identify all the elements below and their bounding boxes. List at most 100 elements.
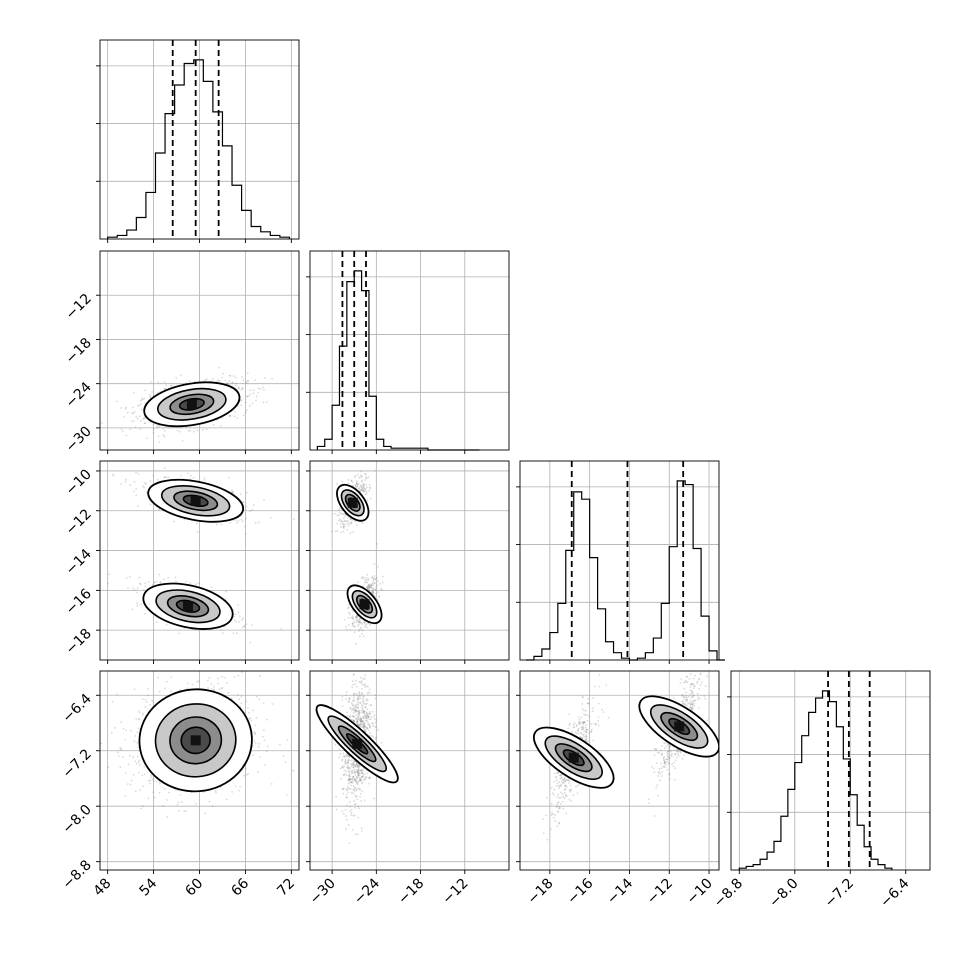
scatter-point [355, 764, 358, 767]
scatter-point [353, 789, 355, 791]
scatter-point [366, 486, 368, 489]
scatter-point [213, 688, 216, 691]
scatter-point [247, 773, 249, 775]
scatter-point [362, 725, 365, 728]
scatter-point [163, 381, 166, 383]
scatter-point [132, 773, 135, 776]
scatter-point [366, 499, 369, 501]
scatter-point [357, 623, 360, 626]
scatter-point [334, 743, 337, 746]
scatter-point [356, 764, 359, 767]
scatter-point [558, 807, 561, 810]
scatter-point [350, 521, 353, 523]
scatter-point [338, 509, 341, 512]
scatter-point [125, 729, 128, 732]
scatter-point [138, 789, 141, 791]
scatter-point [591, 707, 594, 710]
scatter-point [366, 727, 369, 730]
scatter-point [225, 798, 228, 801]
scatter-point [222, 372, 224, 375]
scatter-point [186, 472, 189, 475]
scatter-point [343, 618, 346, 621]
scatter-point [364, 706, 367, 709]
scatter-point [366, 586, 368, 588]
scatter-point [352, 618, 355, 621]
scatter-point [371, 587, 374, 590]
scatter-point [131, 412, 134, 415]
scatter-point [240, 388, 243, 391]
scatter-point [353, 704, 356, 707]
scatter-point [348, 767, 351, 770]
scatter-point [197, 582, 200, 585]
scatter-point [374, 737, 377, 740]
scatter-point [348, 611, 351, 614]
scatter-point [150, 776, 152, 779]
scatter-point [356, 485, 359, 488]
scatter-point [594, 685, 596, 688]
scatter-point [220, 628, 223, 631]
scatter-point [363, 727, 365, 730]
scatter-point [264, 764, 266, 766]
scatter-point [365, 717, 368, 720]
scatter-point [362, 775, 365, 778]
scatter-point [360, 680, 363, 682]
scatter-point [361, 720, 364, 723]
scatter-point [359, 618, 361, 620]
scatter-point [220, 523, 223, 526]
scatter-point [357, 710, 360, 713]
scatter-point [577, 721, 580, 724]
scatter-point [366, 585, 369, 588]
scatter-point [124, 408, 127, 410]
scatter-point [333, 512, 336, 515]
scatter-point [144, 698, 147, 701]
scatter-point [352, 531, 355, 533]
scatter-point [354, 483, 357, 486]
scatter-point [358, 772, 361, 775]
scatter-point [367, 716, 370, 719]
scatter-point [168, 791, 170, 794]
scatter-point [362, 700, 364, 703]
scatter-point [143, 389, 146, 392]
scatter-point [369, 718, 372, 721]
scatter-point [585, 735, 588, 738]
scatter-point [362, 712, 365, 714]
scatter-point [241, 376, 243, 378]
scatter-point [164, 476, 166, 478]
scatter-point [361, 781, 364, 784]
scatter-point [363, 621, 366, 624]
scatter-point [141, 774, 144, 777]
scatter-point [255, 716, 258, 719]
scatter-point [364, 472, 367, 475]
scatter-point [137, 710, 140, 713]
scatter-point [201, 428, 204, 431]
scatter-point [558, 796, 561, 799]
scatter-point [351, 622, 354, 624]
scatter-point [357, 775, 360, 777]
scatter-point [555, 784, 558, 787]
scatter-point [271, 377, 273, 380]
scatter-point [362, 774, 365, 776]
scatter-point [377, 580, 379, 583]
scatter-point [352, 763, 355, 766]
scatter-point [357, 816, 360, 819]
scatter-point [249, 641, 252, 644]
hist-panel-1 [306, 250, 510, 451]
scatter-point [371, 582, 374, 585]
scatter-point [357, 705, 359, 708]
scatter-point [279, 743, 281, 746]
scatter-point [363, 684, 366, 687]
scatter-point [354, 709, 357, 712]
scatter-panel-3-2 [519, 670, 720, 871]
scatter-point [355, 762, 358, 764]
scatter-point [163, 435, 166, 438]
scatter-point [225, 590, 227, 593]
scatter-point [158, 425, 161, 428]
scatter-point [216, 380, 219, 383]
scatter-point [371, 590, 374, 593]
scatter-point [258, 698, 261, 701]
scatter-point [348, 774, 350, 777]
scatter-point [170, 384, 172, 387]
scatter-point [357, 482, 360, 485]
scatter-point [139, 399, 142, 402]
scatter-point [349, 778, 352, 781]
